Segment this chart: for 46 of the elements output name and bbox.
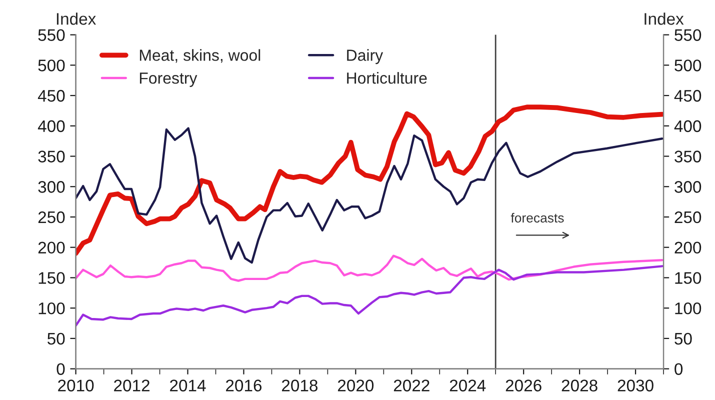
y-tick-label: 50 xyxy=(48,332,65,345)
x-tick-label: 2022 xyxy=(394,380,430,392)
line-series xyxy=(76,254,664,282)
y2-tick-label: 450 xyxy=(674,90,702,102)
y-tick-label: 250 xyxy=(38,211,65,224)
x-tick-label: 2010 xyxy=(58,380,94,392)
y2-tick-label: 200 xyxy=(674,242,702,254)
x-tick-label: 2030 xyxy=(618,380,654,392)
x-tick-label: 2026 xyxy=(506,380,542,392)
legend-label: Horticulture xyxy=(347,72,427,84)
y2-tick-label: 300 xyxy=(674,181,702,193)
x-tick-label: 2014 xyxy=(170,380,206,392)
line-series xyxy=(76,127,664,264)
x-tick-label: 2018 xyxy=(282,380,318,392)
x-tick-label: 2024 xyxy=(450,380,486,392)
y2-tick-label: 500 xyxy=(674,60,702,72)
y2-axis-title: Index xyxy=(644,12,684,25)
y-tick-label: 450 xyxy=(38,90,65,102)
y-tick-label: 300 xyxy=(38,181,65,193)
y2-tick-label: 250 xyxy=(674,211,702,224)
y2-tick-label: 100 xyxy=(675,302,702,314)
legend-label: Dairy xyxy=(347,49,384,64)
line-series xyxy=(76,104,664,256)
x-tick-label: 2028 xyxy=(562,380,598,392)
y2-tick-label: 550 xyxy=(674,29,702,42)
y-tick-label: 100 xyxy=(38,302,65,314)
y2-tick-label: 400 xyxy=(674,120,702,132)
legend-label: Meat, skins, wool xyxy=(140,49,260,63)
y-tick-label: 150 xyxy=(38,272,65,284)
y-tick-label: 550 xyxy=(38,29,65,42)
y-tick-label: 200 xyxy=(38,242,65,254)
x-tick-label: 2020 xyxy=(338,380,374,392)
x-tick-label: 2012 xyxy=(114,380,150,392)
y2-tick-label: 150 xyxy=(675,272,702,284)
y2-tick-label: 50 xyxy=(674,332,692,345)
x-tick-label: 2016 xyxy=(226,380,262,392)
y2-tick-label: 0 xyxy=(674,363,683,376)
annotation: forecasts xyxy=(510,212,564,223)
line-series xyxy=(76,265,664,327)
y-tick-label: 500 xyxy=(38,60,65,72)
y-axis-title: Index xyxy=(56,12,96,25)
y-tick-label: 350 xyxy=(38,150,65,162)
y-tick-label: 0 xyxy=(56,363,65,376)
y-tick-label: 400 xyxy=(38,120,65,132)
y2-tick-label: 350 xyxy=(674,150,702,162)
legend-label: Forestry xyxy=(140,72,198,87)
